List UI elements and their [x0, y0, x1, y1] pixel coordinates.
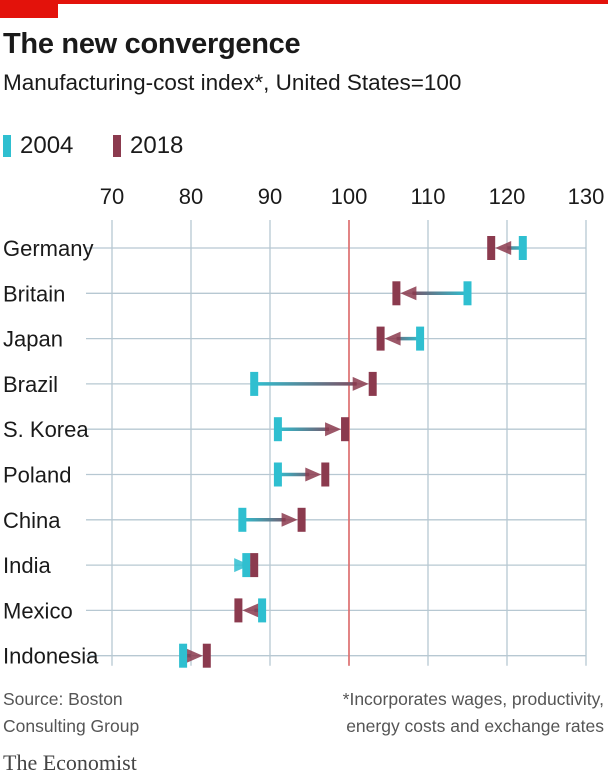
x-tick-label: 110 [410, 184, 445, 209]
footnote-line-2: energy costs and exchange rates [346, 716, 604, 736]
marker-2018 [487, 236, 496, 260]
marker-2004 [416, 326, 425, 351]
row-label: S. Korea [3, 417, 89, 442]
chart-subtitle: Manufacturing-cost index*, United States… [3, 70, 462, 95]
row-label: Mexico [3, 598, 73, 623]
chart-title: The new convergence [3, 28, 301, 60]
row-label: Britain [3, 281, 65, 306]
change-arrowhead [384, 331, 401, 346]
marker-2004 [273, 417, 282, 442]
row-label: China [3, 508, 61, 533]
source-line-2: Consulting Group [3, 716, 140, 736]
top-accent-tag [0, 0, 58, 18]
marker-2004 [179, 643, 188, 668]
change-arrowhead [281, 512, 298, 527]
marker-2004 [463, 281, 472, 306]
marker-2004 [518, 236, 527, 260]
marker-2018 [321, 462, 330, 487]
marker-2018 [202, 643, 211, 668]
x-tick-label: 120 [489, 184, 526, 209]
row-label: Indonesia [3, 644, 99, 669]
legend-label-2004: 2004 [20, 132, 74, 159]
change-arrowhead [400, 286, 417, 301]
source-line-1: Source: Boston [3, 689, 123, 709]
footnote: *Incorporates wages, productivity, energ… [343, 686, 604, 740]
marker-2004 [258, 598, 267, 623]
change-arrowhead [186, 648, 203, 663]
legend-swatch-2004 [3, 135, 11, 157]
change-arrowhead [352, 376, 369, 391]
marker-2018 [234, 598, 243, 623]
change-arrowhead [495, 241, 512, 255]
marker-2018 [341, 417, 350, 442]
source-note: Source: Boston Consulting Group [3, 686, 139, 740]
row-label: Poland [3, 463, 72, 488]
top-accent-bar [0, 0, 608, 4]
marker-2004 [242, 553, 251, 578]
dumbbell-chart: 70 80 90 100 110 120 130 Germany Britain Japan Bra… [3, 184, 605, 669]
x-tick-label: 70 [100, 184, 124, 209]
change-arrowhead [242, 603, 259, 618]
row-label: India [3, 553, 51, 578]
marker-2018 [368, 371, 377, 396]
x-tick-label: 130 [568, 184, 605, 209]
economist-logo: The Economist [3, 750, 137, 775]
change-arrowhead [325, 422, 342, 437]
row-label: Germany [3, 236, 93, 261]
x-tick-label: 90 [258, 184, 282, 209]
marker-2018 [297, 507, 306, 532]
change-arrowhead [234, 558, 251, 573]
change-arrowhead [305, 467, 322, 482]
x-tick-label: 80 [179, 184, 203, 209]
marker-2018 [250, 553, 259, 578]
marker-2004 [250, 371, 259, 396]
marker-2018 [376, 326, 385, 351]
marker-2004 [273, 462, 282, 487]
legend-label-2018: 2018 [130, 132, 184, 159]
footnote-line-1: *Incorporates wages, productivity, [342, 689, 604, 709]
legend-swatch-2018 [113, 135, 121, 157]
marker-2018 [392, 281, 401, 306]
legend-item-2004: 2004 [3, 132, 73, 160]
row-label: Japan [3, 327, 63, 352]
marker-2004 [238, 507, 247, 532]
legend-item-2018: 2018 [113, 132, 183, 160]
row-label: Brazil [3, 372, 58, 397]
x-tick-label: 100 [331, 184, 368, 209]
